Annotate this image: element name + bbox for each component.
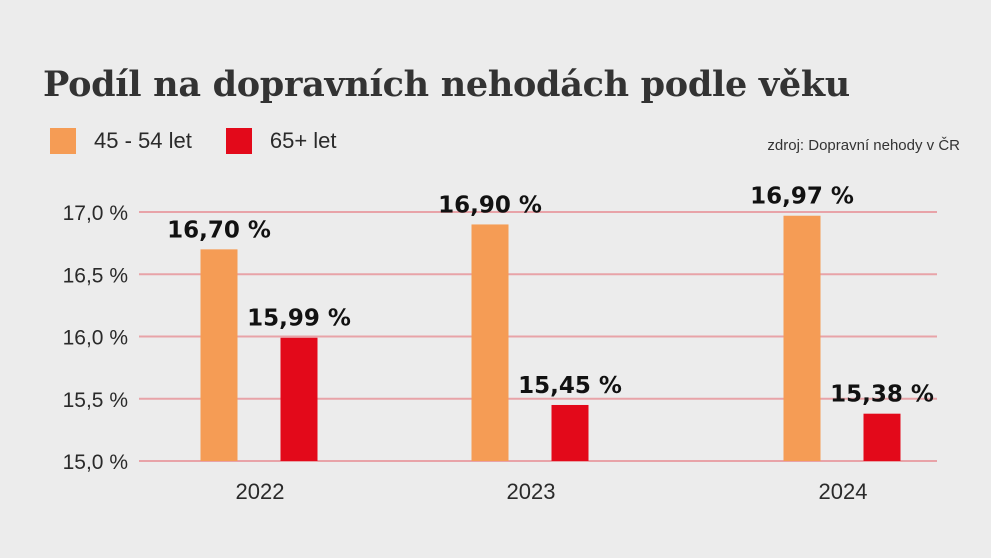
bar-2023-series-1 — [551, 404, 589, 461]
source-note: zdroj: Dopravní nehody v ČR — [767, 137, 960, 154]
y-tick-label: 15,5 % — [63, 389, 128, 412]
x-axis: 2022 2023 2024 — [236, 479, 868, 504]
data-label-2023-series-0: 16,90 % — [438, 192, 542, 218]
bar-2022-series-1 — [280, 337, 318, 461]
legend-label-65-plus: 65+ let — [269, 128, 337, 153]
bar-2023-series-0 — [471, 224, 509, 461]
y-tick-label: 16,0 % — [63, 327, 128, 350]
data-label-2022-series-0: 16,70 % — [167, 217, 271, 243]
legend-swatch-45-54 — [50, 128, 76, 154]
data-label-2024-series-1: 15,38 % — [830, 382, 934, 408]
x-tick-label: 2023 — [507, 479, 556, 504]
bars — [200, 215, 901, 461]
legend: 45 - 54 let 65+ let — [50, 128, 371, 154]
data-labels: 16,70 % 15,99 % 16,90 % 15,45 % 16,97 % 15,38… — [167, 184, 934, 408]
data-label-2022-series-1: 15,99 % — [247, 306, 351, 332]
chart-title: Podíl na dopravních nehodách podle věku — [43, 64, 850, 105]
bar-2024-series-1 — [863, 413, 901, 461]
y-tick-label: 17,0 % — [63, 202, 128, 225]
data-label-2024-series-0: 16,97 % — [750, 184, 854, 210]
x-tick-label: 2022 — [236, 479, 285, 504]
legend-label-45-54: 45 - 54 let — [94, 128, 192, 153]
legend-item-45-54: 45 - 54 let — [50, 128, 192, 154]
bar-2024-series-0 — [783, 215, 821, 461]
y-axis: 17,0 % 16,5 % 16,0 % 15,5 % 15,0 % — [63, 202, 128, 474]
legend-swatch-65-plus — [225, 128, 252, 154]
y-tick-label: 16,5 % — [63, 264, 128, 287]
bar-2022-series-0 — [200, 249, 238, 461]
x-tick-label: 2024 — [819, 479, 868, 504]
data-label-2023-series-1: 15,45 % — [518, 373, 622, 399]
legend-item-65-plus: 65+ let — [225, 128, 337, 154]
y-tick-label: 15,0 % — [63, 451, 128, 474]
